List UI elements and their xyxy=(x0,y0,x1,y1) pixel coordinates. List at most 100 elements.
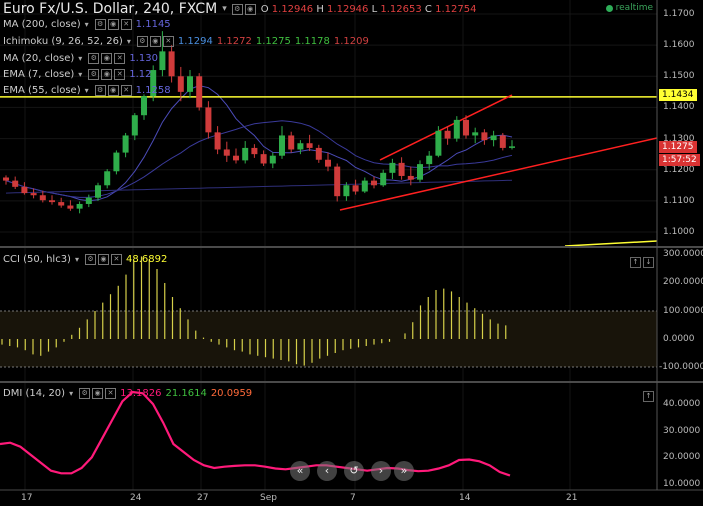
candle-body xyxy=(288,135,295,150)
ema-line xyxy=(5,120,513,198)
settings-icon[interactable]: ⚙ xyxy=(94,19,106,30)
candle-body xyxy=(325,159,331,167)
dmi-legend[interactable]: DMI (14, 20) ▾ ⚙ ◉ ✕ 13.1826 21.1614 20.09… xyxy=(3,388,252,399)
close-icon[interactable]: ✕ xyxy=(105,388,117,399)
eye-icon[interactable]: ◉ xyxy=(97,254,109,265)
close-icon[interactable]: ✕ xyxy=(110,254,122,265)
candle-body xyxy=(3,177,9,181)
eye-icon[interactable]: ◉ xyxy=(101,69,113,80)
dmi-tick: 30.0000 xyxy=(663,426,701,436)
indicator-label: CCI (50, hlc3) xyxy=(3,254,71,265)
chevron-down-icon[interactable]: ▾ xyxy=(84,86,89,95)
eye-icon[interactable]: ◉ xyxy=(244,3,256,15)
candle-body xyxy=(122,135,129,153)
candle-body xyxy=(21,186,28,194)
close-icon[interactable]: ✕ xyxy=(162,36,174,47)
indicator-buttons: ⚙ ◉ ✕ xyxy=(136,36,174,47)
candle-body xyxy=(12,180,19,187)
chevron-down-icon[interactable]: ▾ xyxy=(69,389,74,398)
eye-icon[interactable]: ◉ xyxy=(92,388,104,399)
eye-icon[interactable]: ◉ xyxy=(101,53,113,64)
eye-icon[interactable]: ◉ xyxy=(149,36,161,47)
indicator-row-ema55[interactable]: EMA (55, close) ▾ ⚙ ◉ ✕ 1.1258 xyxy=(3,85,171,96)
pane-up-icon[interactable]: ↑ xyxy=(630,257,641,268)
ohlc-open-key: O xyxy=(260,3,269,15)
candle-body xyxy=(196,76,203,108)
indicator-row-ma20[interactable]: MA (20, close) ▾ ⚙ ◉ ✕ 1.130 xyxy=(3,53,158,64)
candle-body xyxy=(269,155,276,164)
main-overlays xyxy=(0,85,658,247)
candle-body xyxy=(58,202,65,206)
candle-body xyxy=(334,166,341,197)
candle-body xyxy=(380,172,387,186)
indicator-row-ema7[interactable]: EMA (7, close) ▾ ⚙ ◉ ✕ 1.12 xyxy=(3,69,152,80)
cci-band xyxy=(0,311,657,367)
indicator-value: 1.1258 xyxy=(135,85,171,96)
candle-body xyxy=(141,96,147,116)
indicator-value: 20.0959 xyxy=(210,388,253,399)
candle-body xyxy=(279,135,285,156)
scroll-right-button[interactable]: › xyxy=(371,461,391,481)
candle-body xyxy=(398,162,405,176)
close-icon[interactable]: ✕ xyxy=(120,85,132,96)
candle-body xyxy=(187,76,193,92)
indicator-row-ma200[interactable]: MA (200, close) ▾ ⚙ ◉ ✕ 1.1145 xyxy=(3,19,171,30)
settings-icon[interactable]: ⚙ xyxy=(231,3,243,15)
ohlc-close-key: C xyxy=(424,3,432,15)
cci-tick: 300.0000 xyxy=(663,249,703,259)
settings-icon[interactable]: ⚙ xyxy=(94,85,106,96)
settings-icon[interactable]: ⚙ xyxy=(88,53,100,64)
scroll-left-button[interactable]: ‹ xyxy=(317,461,337,481)
candle-body xyxy=(30,193,37,196)
eye-icon[interactable]: ◉ xyxy=(107,85,119,96)
settings-icon[interactable]: ⚙ xyxy=(84,254,96,265)
chevron-down-icon[interactable]: ▾ xyxy=(78,70,83,79)
pane-up-icon[interactable]: ↑ xyxy=(643,391,654,402)
candle-body xyxy=(159,51,166,71)
candle-body xyxy=(407,175,414,180)
settings-icon[interactable]: ⚙ xyxy=(88,69,100,80)
candle-body xyxy=(260,154,267,164)
indicator-buttons: ⚙ ◉ ✕ xyxy=(94,85,132,96)
realtime-status: realtime xyxy=(605,3,653,13)
price-tick: 1.1700 xyxy=(663,9,695,19)
indicator-row-ichimoku[interactable]: Ichimoku (9, 26, 52, 26) ▾ ⚙ ◉ ✕ 1.1294 1.… xyxy=(3,36,369,47)
settings-icon[interactable]: ⚙ xyxy=(79,388,91,399)
chevron-down-icon[interactable]: ▾ xyxy=(222,4,227,14)
close-icon[interactable]: ✕ xyxy=(120,19,132,30)
indicator-value: 1.1145 xyxy=(135,19,171,30)
reset-zoom-button[interactable]: ↺ xyxy=(344,461,364,481)
dmi-tick: 40.0000 xyxy=(663,399,701,409)
close-icon[interactable]: ✕ xyxy=(114,69,126,80)
settings-icon[interactable]: ⚙ xyxy=(136,36,148,47)
dmi-lines xyxy=(0,390,511,477)
chart-title[interactable]: Euro Fx/U.S. Dollar, 240, FXCM xyxy=(3,1,218,17)
candle-body xyxy=(509,146,515,148)
candle-body xyxy=(177,76,184,92)
indicator-value: 1.1209 xyxy=(333,36,369,47)
candle-body xyxy=(490,135,497,141)
scroll-to-start-button[interactable]: « xyxy=(290,461,310,481)
chevron-down-icon[interactable]: ▾ xyxy=(84,20,89,29)
indicator-buttons: ⚙ ◉ ✕ xyxy=(88,69,126,80)
indicator-buttons: ⚙ ◉ ✕ xyxy=(79,388,117,399)
candle-body xyxy=(67,205,74,209)
chevron-down-icon[interactable]: ▾ xyxy=(78,54,83,63)
cci-legend[interactable]: CCI (50, hlc3) ▾ ⚙ ◉ ✕ 48.6892 xyxy=(3,254,167,265)
ma200-line xyxy=(5,179,513,194)
indicator-buttons: ⚙ ◉ ✕ xyxy=(84,254,122,265)
symbol-header: Euro Fx/U.S. Dollar, 240, FXCM ▾ ⚙ ◉ O 1… xyxy=(3,1,476,17)
scroll-to-end-button[interactable]: » xyxy=(394,461,414,481)
cci-tick: 200.0000 xyxy=(663,277,703,287)
chevron-down-icon[interactable]: ▾ xyxy=(126,37,131,46)
eye-icon[interactable]: ◉ xyxy=(107,19,119,30)
price-tick: 1.1100 xyxy=(663,196,695,206)
close-icon[interactable]: ✕ xyxy=(114,53,126,64)
indicator-label: MA (20, close) xyxy=(3,53,75,64)
pane-down-icon[interactable]: ↓ xyxy=(643,257,654,268)
resistance-price-tag: 1.1434 xyxy=(659,89,697,101)
candle-body xyxy=(223,149,230,156)
chevron-down-icon[interactable]: ▾ xyxy=(74,255,79,264)
cci-tick: 100.0000 xyxy=(663,306,703,316)
